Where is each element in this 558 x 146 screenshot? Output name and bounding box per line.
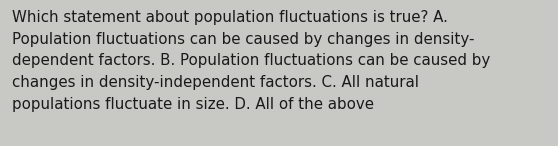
Text: Which statement about population fluctuations is true? A.
Population fluctuation: Which statement about population fluctua… [12,10,490,112]
